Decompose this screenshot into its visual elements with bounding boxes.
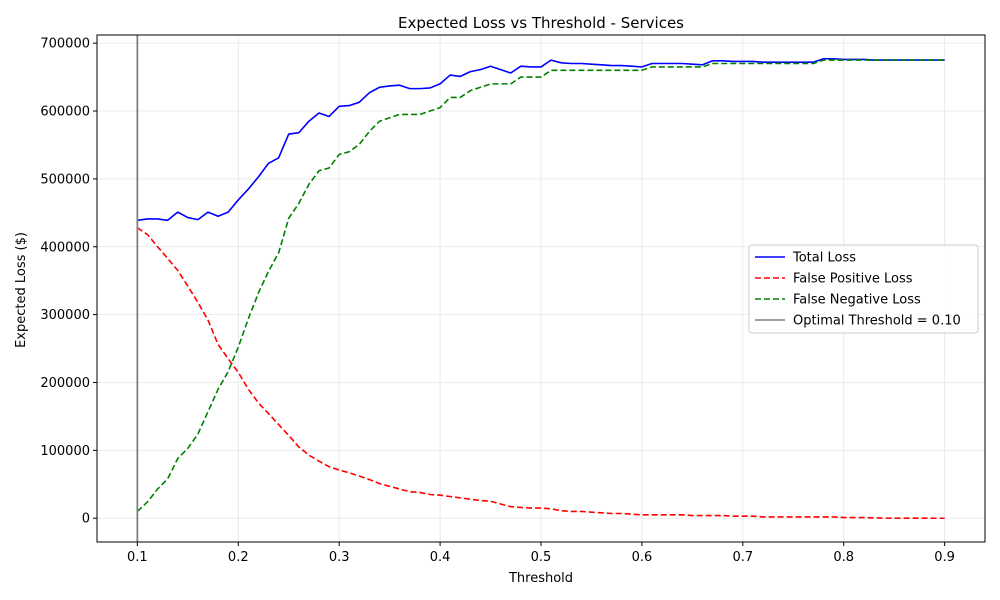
y-tick-label: 0 (82, 512, 90, 527)
legend-box (748, 244, 979, 334)
series-layer (136, 35, 945, 542)
series-line-2 (136, 59, 945, 513)
legend-label: Optimal Threshold = 0.10 (793, 314, 961, 329)
x-tick-label: 0.6 (632, 550, 653, 565)
legend: Total Loss False Positive Loss False Negat… (748, 244, 979, 334)
x-tick-label: 0.1 (127, 550, 148, 565)
grid-lines (97, 35, 985, 542)
series-line-0 (137, 57, 945, 222)
axis-ticks: 0.1 0.2 0.3 0.4 0.5 0.6 0.7 0.8 0.9 0 100000 200000… (40, 37, 955, 565)
y-tick-label: 700000 (40, 37, 90, 52)
y-tick-label: 500000 (40, 172, 90, 187)
x-tick-label: 0.4 (430, 550, 451, 565)
x-tick-label: 0.3 (329, 550, 350, 565)
x-axis-title: Threshold (508, 571, 573, 586)
chart-title: Expected Loss vs Threshold - Services (398, 14, 684, 32)
y-tick-label: 400000 (40, 240, 90, 255)
x-tick-label: 0.7 (732, 550, 753, 565)
series-line-1 (136, 227, 945, 520)
y-tick-label: 200000 (40, 376, 90, 391)
x-tick-label: 0.8 (833, 550, 854, 565)
y-tick-label: 300000 (40, 308, 90, 323)
legend-label: Total Loss (792, 251, 856, 266)
x-tick-label: 0.9 (934, 550, 955, 565)
legend-label: False Negative Loss (793, 293, 921, 308)
x-tick-label: 0.2 (228, 550, 249, 565)
y-tick-label: 600000 (40, 105, 90, 120)
legend-label: False Positive Loss (793, 272, 913, 287)
y-axis-title: Expected Loss ($) (14, 232, 29, 348)
y-tick-label: 100000 (40, 444, 90, 459)
x-tick-label: 0.5 (531, 550, 552, 565)
